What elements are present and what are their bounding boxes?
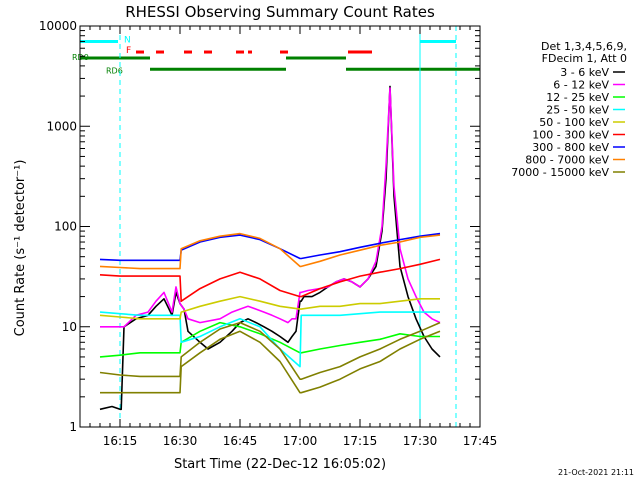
series-line	[100, 87, 441, 328]
legend-entry: 25 - 50 keV	[546, 104, 609, 117]
x-tick-label: 16:30	[163, 434, 198, 448]
flag-label: N	[124, 36, 131, 46]
x-tick-label: 16:15	[103, 434, 138, 448]
x-tick-label: 17:45	[463, 434, 498, 448]
y-axis-label: Count Rate (s⁻¹ detector⁻¹)	[13, 160, 28, 337]
x-axis-label: Start Time (22-Dec-12 16:05:02)	[174, 457, 386, 472]
plot-area	[80, 26, 480, 427]
legend-entry: 7000 - 15000 keV	[511, 166, 609, 179]
x-tick-label: 17:15	[343, 434, 378, 448]
series-line	[99, 258, 441, 303]
legend: Det 1,3,4,5,6,9,FDecim 1, Att 03 - 6 keV…	[511, 40, 627, 179]
y-tick-label: 1000	[46, 119, 77, 133]
x-tick-label: 17:30	[403, 434, 438, 448]
legend-entry: 100 - 300 keV	[532, 129, 609, 142]
flag-label: RD6	[106, 66, 123, 75]
series-line	[99, 321, 441, 381]
series-group	[99, 85, 441, 411]
y-tick-label: 10000	[39, 19, 77, 33]
series-line	[99, 311, 440, 368]
y-tick-label: 100	[54, 220, 77, 234]
timestamp: 21-Oct-2021 21:11	[558, 468, 634, 477]
series-line	[99, 232, 441, 270]
x-tick-label: 16:45	[223, 434, 258, 448]
legend-header: Det 1,3,4,5,6,9,	[541, 40, 627, 53]
legend-entry: 6 - 12 keV	[553, 79, 609, 92]
legend-entry: 12 - 25 keV	[546, 91, 609, 104]
series-line	[99, 295, 440, 320]
legend-header: FDecim 1, Att 0	[542, 52, 627, 65]
axes: 16:15 16:30 16:45 17:00 17:15 17:30 17:45 1 10 10…	[39, 19, 497, 448]
legend-entry: 800 - 7000 keV	[525, 154, 609, 167]
chart-title: RHESSI Observing Summary Count Rates	[125, 3, 435, 21]
series-line	[99, 85, 441, 411]
series-line	[100, 330, 441, 394]
plot-background	[80, 26, 480, 427]
x-tick-label: 17:00	[283, 434, 318, 448]
legend-entry: 300 - 800 keV	[532, 141, 609, 154]
y-tick-label: 1	[69, 420, 77, 434]
legend-entry: 50 - 100 keV	[539, 116, 609, 129]
legend-entry: 3 - 6 keV	[560, 66, 609, 79]
flag-label: F	[126, 46, 131, 56]
vertical-markers	[119, 26, 457, 427]
y-tick-label: 10	[62, 320, 77, 334]
